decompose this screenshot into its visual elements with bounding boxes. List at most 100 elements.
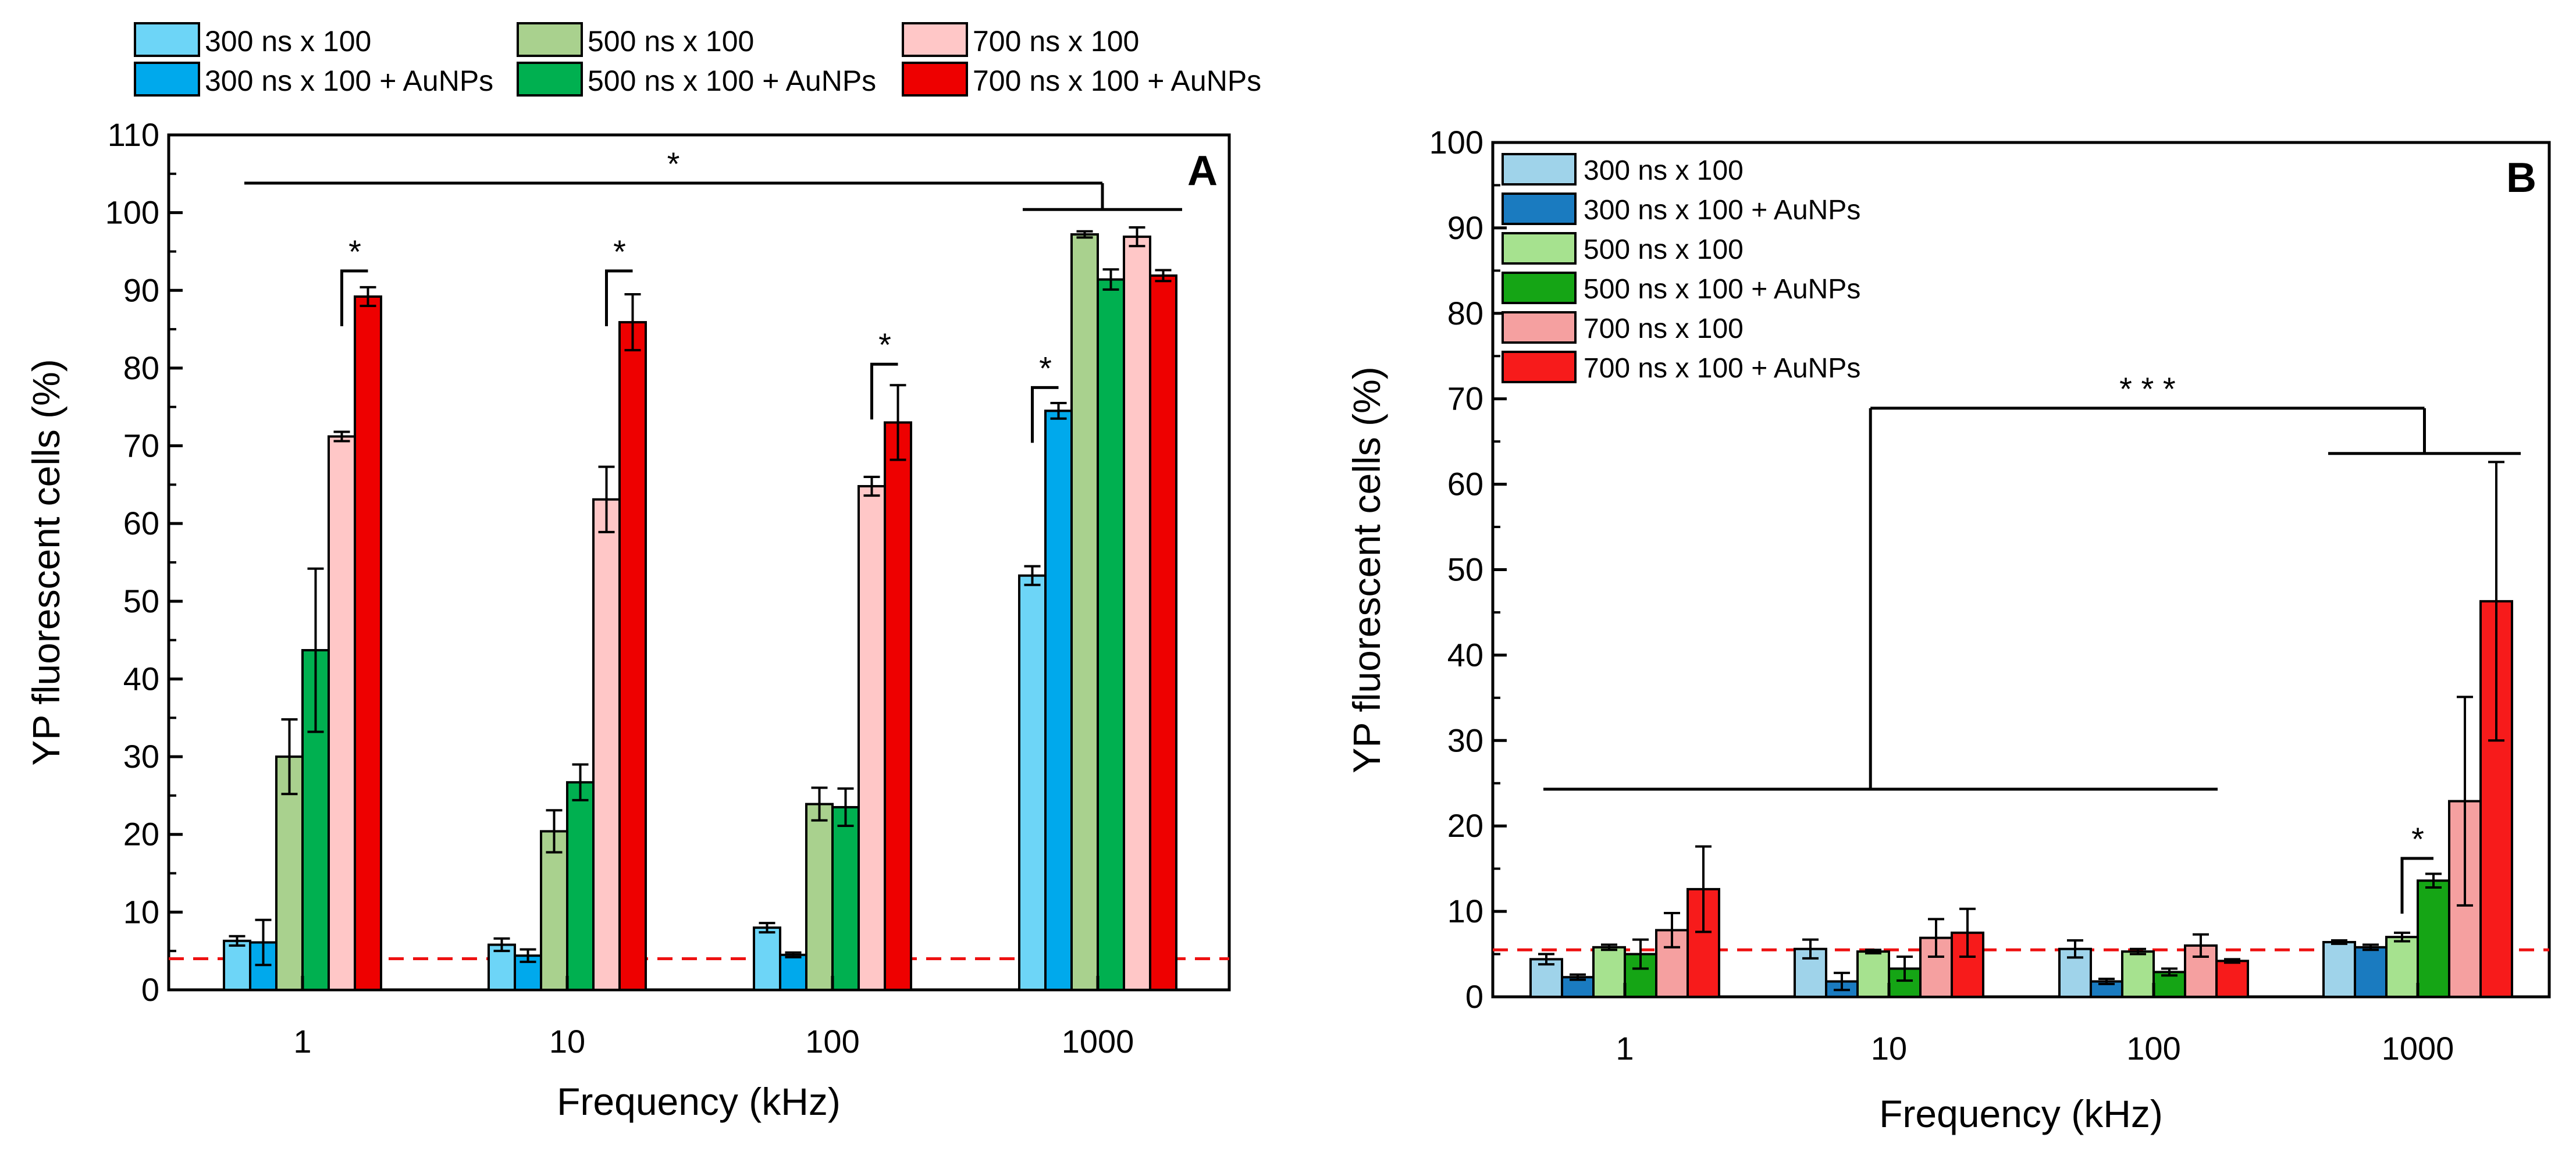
panel-b-x-tick-label: 100	[2126, 1030, 2180, 1067]
panel-a-significance-mark: *	[878, 326, 891, 363]
panel-a-bar	[540, 830, 568, 992]
panel-b-y-tick-label: 30	[1447, 722, 1483, 758]
panel-a-y-tick-label: 10	[123, 893, 159, 930]
panel-a-bar	[1018, 574, 1047, 991]
legend-swatch	[1502, 311, 1577, 344]
panel-a-bar	[328, 435, 356, 991]
legend-swatch	[902, 62, 968, 97]
panel-a-y-tick-label: 40	[123, 660, 159, 697]
panel-b-bar	[2417, 879, 2450, 998]
panel-a-y-tick-label: 60	[123, 505, 159, 541]
panel-b-bar	[1592, 946, 1626, 998]
panel-b-y-tick-label: 90	[1447, 209, 1483, 246]
legend-label: 300 ns x 100 + AuNPs	[205, 65, 493, 97]
panel-a-bar	[354, 295, 382, 991]
legend-swatch	[1502, 272, 1577, 304]
panel-b-y-tick-label: 0	[1465, 978, 1483, 1015]
panel-a-bar	[805, 803, 834, 992]
panel-a-y-tick-label: 30	[123, 738, 159, 775]
panel-b-significance-mark: *	[2411, 821, 2424, 857]
panel-b-annotations: * * * *	[1543, 370, 2521, 914]
panel-a-bar	[779, 953, 807, 992]
panel-a-significance-bracket	[1031, 386, 1059, 443]
panel-b-y-title: YP fluorescent cells (%)	[1345, 366, 1388, 773]
panel-b-bars	[1529, 461, 2513, 999]
panel-a-bar	[566, 781, 595, 991]
panel-b-chart: 0 10 20 30 40 50 60 70 80 90 100 * * * * 1 10 100 1000…	[1345, 124, 2551, 1135]
legend-swatch	[517, 62, 583, 97]
panel-b-y-tick-label: 80	[1447, 295, 1483, 331]
panel-b-y-tick-label: 100	[1429, 124, 1483, 161]
panel-a-significance-bracket	[605, 269, 633, 326]
panel-b-y-tick-label: 50	[1447, 551, 1483, 588]
panel-b-bar	[2354, 946, 2388, 998]
panel-a-bar	[618, 321, 647, 992]
panel-a-x-tick-label: 1	[293, 1023, 311, 1060]
panel-a-x-title: Frequency (kHz)	[557, 1080, 841, 1123]
legend-label: 300 ns x 100	[205, 25, 371, 58]
panel-a-x-tick-label: 1000	[1062, 1023, 1134, 1060]
panel-b-x-title: Frequency (kHz)	[1879, 1092, 2163, 1135]
panel-a-y-title: YP fluorescent cells (%)	[24, 359, 67, 765]
panel-b-y-axis: 0 10 20 30 40 50 60 70 80 90 100	[1429, 124, 1507, 1015]
panel-a-significance-mark: *	[1039, 350, 1052, 386]
panel-b-bar	[2121, 950, 2155, 998]
legend-label: 500 ns x 100	[1584, 234, 1744, 265]
panel-b-significance-bracket	[2400, 857, 2433, 914]
panel-a-x-tick-label: 10	[549, 1023, 585, 1060]
panel-a-y-tick-label: 0	[141, 971, 159, 1008]
panel-a-bar	[858, 485, 886, 991]
legend-swatch	[134, 62, 200, 97]
panel-b-x-tick-label: 1000	[2382, 1030, 2454, 1067]
panel-a-significance-bracket	[340, 269, 368, 326]
panel-b-bar	[2215, 960, 2249, 999]
panel-b-bar	[2322, 940, 2356, 999]
legend-label: 700 ns x 100	[973, 25, 1139, 58]
panel-b-x-tick-label: 10	[1871, 1030, 1907, 1067]
legend-label: 500 ns x 100 + AuNPs	[588, 65, 876, 97]
panel-b-plot-frame	[1491, 141, 2551, 999]
legend-swatch	[1502, 153, 1577, 186]
panel-a-y-tick-label: 110	[108, 116, 159, 153]
panel-a-bar	[884, 421, 912, 991]
legend-label: 300 ns x 100 + AuNPs	[1584, 195, 1860, 226]
panel-a-bar	[1044, 409, 1073, 991]
legend-label: 500 ns x 100 + AuNPs	[1584, 274, 1860, 305]
panel-b-significance-mark: * * *	[2119, 370, 2176, 407]
legend-swatch	[517, 22, 583, 57]
panel-b-legend: 300 ns x 100 300 ns x 100 + AuNPs 500 ns…	[1502, 153, 1860, 384]
legend-label: 700 ns x 100 + AuNPs	[1584, 353, 1860, 384]
panel-a-significance-mark: *	[613, 233, 626, 270]
panel-a-y-tick-label: 80	[123, 350, 159, 386]
panel-a-bar	[223, 939, 251, 991]
legend-swatch	[1502, 192, 1577, 225]
legend-label: 300 ns x 100	[1584, 155, 1744, 186]
panel-a-y-tick-label: 50	[123, 583, 159, 619]
panel-a-bar	[1149, 274, 1177, 991]
panel-b-x-axis: 1 10 100 1000	[1616, 983, 2454, 1067]
panel-a-label: A	[1187, 148, 1218, 194]
panel-a-bar	[1070, 233, 1099, 991]
panel-a-bar	[753, 926, 781, 992]
panel-a-bar	[831, 805, 860, 992]
panel-a-bars	[223, 226, 1177, 992]
legend-swatch	[902, 22, 968, 57]
legend-label: 700 ns x 100 + AuNPs	[973, 65, 1261, 97]
panel-a-y-tick-label: 90	[123, 272, 159, 308]
panel-b-bar	[1856, 950, 1890, 998]
panel-a-x-tick-label: 100	[805, 1023, 859, 1060]
panel-a-y-tick-label: 20	[123, 816, 159, 853]
legend-label: 500 ns x 100	[588, 25, 754, 58]
panel-a-bar	[1123, 236, 1151, 992]
panel-a-significance-bracket	[870, 362, 898, 420]
panel-a-bar	[592, 498, 621, 991]
panel-a-significance-mark: *	[667, 145, 680, 182]
panel-b-y-tick-label: 60	[1447, 466, 1483, 502]
legend-swatch	[1502, 351, 1577, 383]
panel-a-y-tick-label: 100	[105, 194, 159, 231]
panel-b-y-tick-label: 10	[1447, 893, 1483, 929]
panel-b-label: B	[2506, 155, 2536, 201]
legend-swatch	[134, 22, 200, 57]
